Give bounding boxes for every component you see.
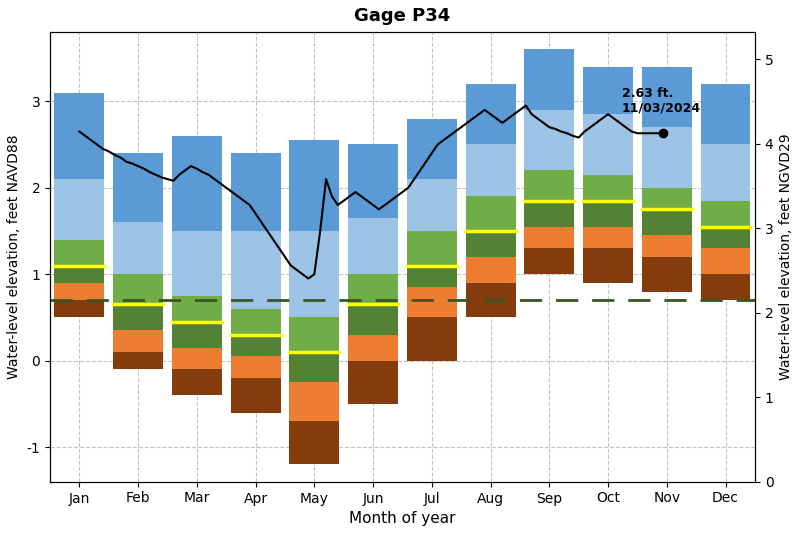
Bar: [348, 304, 398, 335]
Bar: [642, 127, 692, 188]
Bar: [407, 118, 457, 179]
Bar: [407, 231, 457, 265]
Bar: [113, 304, 163, 330]
Bar: [348, 361, 398, 404]
Y-axis label: Water-level elevation, feet NAVD88: Water-level elevation, feet NAVD88: [7, 135, 21, 379]
Bar: [642, 67, 692, 127]
Bar: [230, 357, 281, 378]
Bar: [583, 248, 633, 283]
Bar: [466, 144, 515, 196]
Y-axis label: Water-level elevation, feet NGVD29: Water-level elevation, feet NGVD29: [779, 134, 793, 380]
Bar: [54, 179, 104, 240]
Title: Gage P34: Gage P34: [354, 7, 450, 25]
Bar: [407, 179, 457, 231]
Bar: [348, 218, 398, 274]
X-axis label: Month of year: Month of year: [349, 511, 456, 526]
Bar: [466, 257, 515, 283]
Bar: [466, 283, 515, 318]
Bar: [524, 50, 574, 110]
Bar: [172, 136, 222, 231]
Bar: [583, 227, 633, 248]
Bar: [701, 84, 750, 144]
Bar: [54, 93, 104, 179]
Bar: [113, 222, 163, 274]
Bar: [407, 287, 457, 318]
Bar: [583, 67, 633, 114]
Bar: [54, 265, 104, 283]
Bar: [172, 296, 222, 322]
Bar: [348, 274, 398, 304]
Bar: [466, 196, 515, 231]
Bar: [230, 335, 281, 357]
Bar: [172, 231, 222, 296]
Bar: [642, 235, 692, 257]
Bar: [290, 352, 339, 382]
Bar: [583, 201, 633, 227]
Bar: [230, 378, 281, 413]
Bar: [290, 140, 339, 231]
Bar: [407, 318, 457, 361]
Bar: [348, 144, 398, 218]
Bar: [230, 153, 281, 231]
Bar: [172, 348, 222, 369]
Bar: [701, 274, 750, 300]
Bar: [113, 352, 163, 369]
Bar: [348, 335, 398, 361]
Bar: [524, 110, 574, 171]
Bar: [54, 300, 104, 318]
Bar: [290, 421, 339, 464]
Bar: [113, 274, 163, 304]
Bar: [172, 369, 222, 395]
Bar: [583, 175, 633, 201]
Bar: [230, 309, 281, 335]
Bar: [290, 231, 339, 318]
Bar: [701, 144, 750, 201]
Bar: [230, 231, 281, 309]
Text: 2.63 ft.
11/03/2024: 2.63 ft. 11/03/2024: [622, 87, 701, 115]
Bar: [290, 318, 339, 352]
Bar: [524, 227, 574, 248]
Bar: [524, 171, 574, 201]
Bar: [701, 248, 750, 274]
Bar: [113, 153, 163, 222]
Bar: [290, 382, 339, 421]
Bar: [466, 84, 515, 144]
Bar: [642, 209, 692, 235]
Bar: [54, 283, 104, 300]
Bar: [642, 188, 692, 209]
Bar: [113, 330, 163, 352]
Bar: [524, 201, 574, 227]
Bar: [407, 265, 457, 287]
Bar: [583, 114, 633, 175]
Bar: [466, 231, 515, 257]
Bar: [701, 201, 750, 227]
Bar: [642, 257, 692, 292]
Bar: [54, 240, 104, 265]
Bar: [701, 227, 750, 248]
Bar: [172, 322, 222, 348]
Bar: [524, 248, 574, 274]
